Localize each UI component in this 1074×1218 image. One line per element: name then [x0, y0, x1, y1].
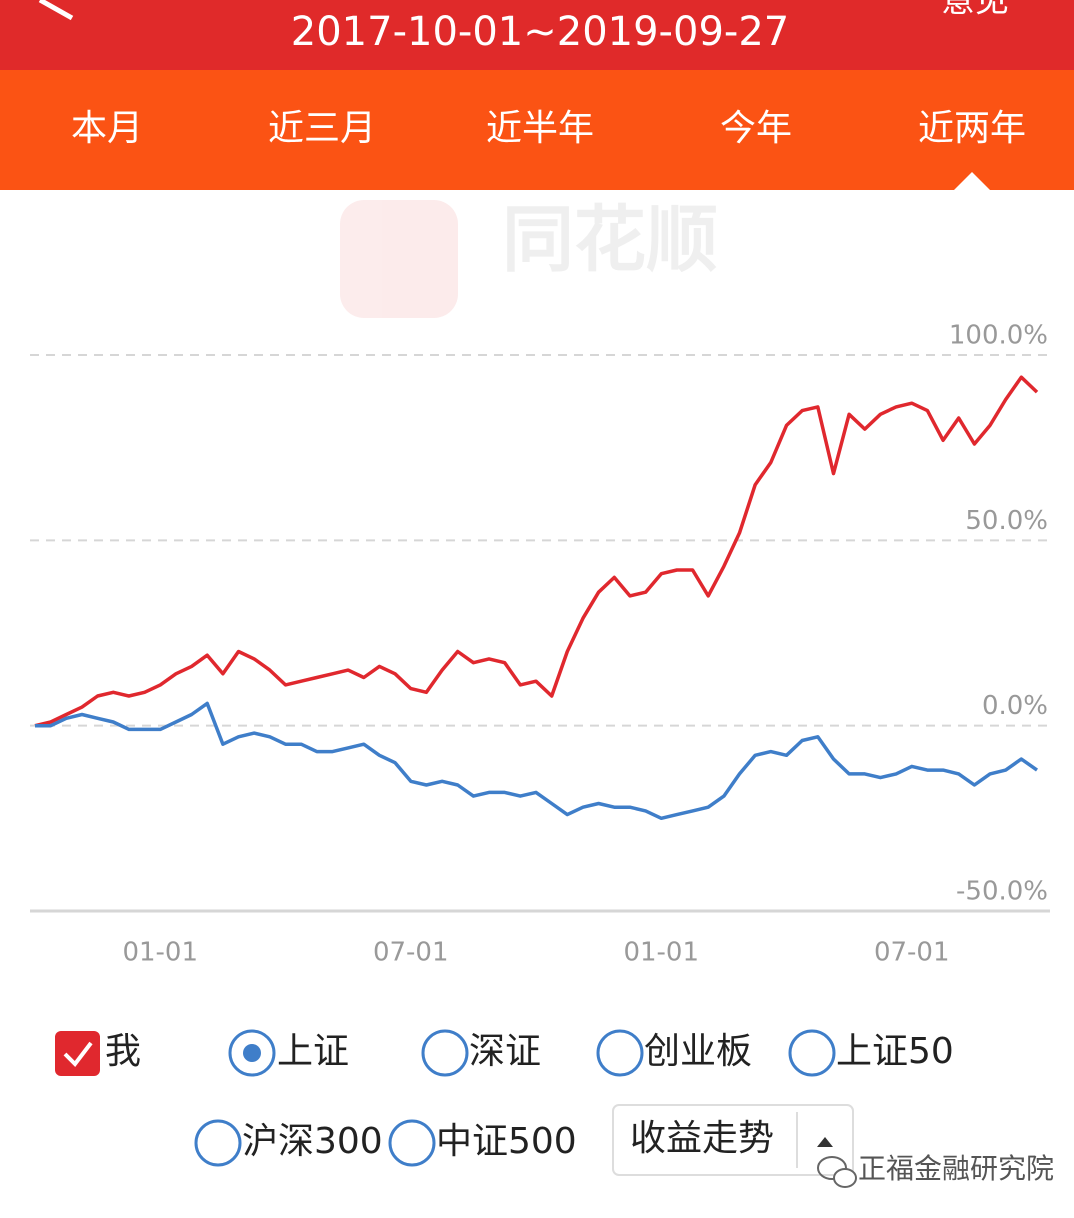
legend-label: 我	[105, 1031, 141, 1072]
tab[interactable]: 本月	[71, 108, 143, 149]
line-series	[35, 701, 1039, 821]
tab[interactable]: 今年	[720, 108, 792, 149]
index-radio[interactable]	[421, 1029, 469, 1077]
line-series	[34, 375, 1039, 728]
series-checkbox[interactable]	[55, 1031, 100, 1076]
x-tick-label: 07-01	[373, 938, 449, 968]
wechat-bubble	[817, 1156, 847, 1180]
dropdown-arrow	[817, 1137, 833, 1147]
tab-indicator	[954, 172, 990, 190]
footer-watermark: 正福金融研究院	[858, 1152, 1054, 1185]
y-tick-label: -50.0%	[956, 877, 1048, 907]
index-radio[interactable]	[596, 1029, 644, 1077]
header-bar	[0, 0, 1074, 70]
index-label: 沪深300	[242, 1121, 383, 1162]
x-tick-label: 01-01	[623, 938, 699, 968]
watermark-logo: 同花顺	[340, 198, 718, 318]
radio-dot	[243, 1044, 261, 1062]
watermark-icon	[340, 200, 458, 318]
legend: 我 上证 深证 创业板 上证50 沪深300 中证500	[55, 1029, 954, 1167]
dropdown-label: 收益走势	[630, 1118, 774, 1159]
index-label: 上证50	[836, 1031, 954, 1072]
tab[interactable]: 近三月	[268, 108, 376, 149]
tabs: 本月 近三月 近半年 今年 近两年	[71, 108, 1026, 149]
checkmark	[63, 1041, 93, 1068]
wechat-bubble	[833, 1168, 857, 1188]
watermark-text: 同花顺	[502, 198, 718, 282]
tab[interactable]: 近半年	[486, 108, 594, 149]
dropdown[interactable]	[612, 1104, 854, 1176]
back-button[interactable]	[38, 0, 74, 21]
x-tick-label: 01-01	[122, 938, 198, 968]
index-radio[interactable]	[788, 1029, 836, 1077]
y-tick-label: 0.0%	[982, 691, 1048, 721]
y-tick-label: 50.0%	[965, 506, 1048, 536]
index-label: 中证500	[436, 1121, 577, 1162]
index-label: 创业板	[644, 1031, 752, 1072]
index-radio[interactable]	[388, 1119, 436, 1167]
legend-label: 上证	[277, 1031, 349, 1072]
chart: -50.0% 0.0% 50.0% 100.0% 01-01 07-01 01-01 07-0…	[30, 321, 1050, 968]
tab-bar	[0, 70, 1074, 190]
feedback-button[interactable]: 意见	[941, 0, 1009, 21]
tab-selected[interactable]: 近两年	[918, 108, 1026, 149]
index-radio[interactable]	[194, 1119, 242, 1167]
index-label: 深证	[469, 1031, 541, 1072]
header-title: 2017-10-01~2019-09-27	[291, 9, 789, 55]
x-tick-label: 07-01	[874, 938, 950, 968]
y-tick-label: 100.0%	[949, 321, 1048, 351]
footer-watermark-icon	[817, 1156, 857, 1188]
